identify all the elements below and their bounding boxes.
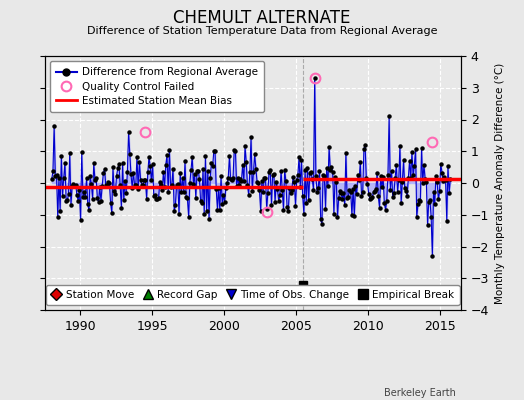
Legend: Station Move, Record Gap, Time of Obs. Change, Empirical Break: Station Move, Record Gap, Time of Obs. C… (46, 285, 460, 305)
Text: Difference of Station Temperature Data from Regional Average: Difference of Station Temperature Data f… (87, 26, 437, 36)
Y-axis label: Monthly Temperature Anomaly Difference (°C): Monthly Temperature Anomaly Difference (… (495, 62, 505, 304)
Text: Berkeley Earth: Berkeley Earth (384, 388, 456, 398)
Text: CHEMULT ALTERNATE: CHEMULT ALTERNATE (173, 9, 351, 27)
